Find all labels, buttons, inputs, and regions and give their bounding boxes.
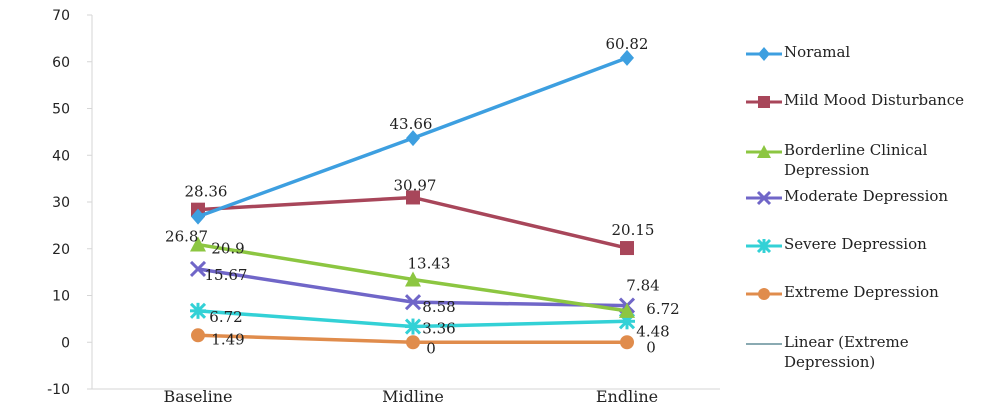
legend-item: Moderate Depression xyxy=(740,176,1000,224)
legend-label: Severe Depression xyxy=(784,235,927,253)
legend-item: Linear (Extreme Depression) xyxy=(740,322,1000,371)
legend-item: Borderline Clinical Depression xyxy=(740,130,1000,179)
data-label: 15.67 xyxy=(205,266,248,284)
data-point-triangle xyxy=(190,236,206,252)
series-line xyxy=(197,195,628,250)
data-point-x xyxy=(756,190,772,206)
data-label: 6.72 xyxy=(646,300,679,318)
data-point-star xyxy=(756,238,772,254)
legend-swatch xyxy=(746,238,782,254)
data-point-triangle xyxy=(405,271,421,287)
legend-swatch xyxy=(746,47,782,61)
data-label: 4.48 xyxy=(636,322,669,340)
y-tick-label: 0 xyxy=(61,335,70,351)
series-severe-depression xyxy=(189,302,636,335)
data-label: 7.84 xyxy=(626,277,659,295)
legend-item: Mild Mood Disturbance xyxy=(740,80,1000,128)
series-borderline-clinical-depression xyxy=(190,236,635,318)
legend-label: Moderate Depression xyxy=(784,187,949,205)
y-tick-label: 10 xyxy=(52,289,70,305)
data-label: 8.58 xyxy=(422,298,455,316)
legend-swatch xyxy=(746,343,782,345)
data-point-square xyxy=(620,241,634,256)
data-label: 43.66 xyxy=(390,115,433,133)
data-label: 20.15 xyxy=(612,221,655,239)
y-tick-label: 40 xyxy=(52,148,70,164)
legend-swatch xyxy=(746,288,782,300)
data-point-diamond xyxy=(406,130,420,147)
data-label: 0 xyxy=(426,339,436,357)
data-label: 28.36 xyxy=(185,183,228,201)
chart-plot-area: 26.87 43.66 60.82 28.36 30.97 20.15 20.9 13.43 6… xyxy=(165,35,680,357)
legend-item: Severe Depression xyxy=(740,224,1000,272)
data-labels: 26.87 43.66 60.82 28.36 30.97 20.15 20.9 13.43 6… xyxy=(165,35,680,357)
y-tick-label: 50 xyxy=(52,102,70,118)
legend-item: Extreme Depression xyxy=(740,272,1000,320)
y-tick-label: 70 xyxy=(52,8,70,24)
chart-axes: -10 0 10 20 30 40 50 60 70 Baseline Midline Endline xyxy=(47,8,720,406)
x-stroke xyxy=(404,294,422,311)
data-point-star xyxy=(404,318,422,335)
data-point-diamond xyxy=(620,49,634,66)
y-tick-label: -10 xyxy=(47,382,70,398)
legend-swatch xyxy=(746,96,782,108)
data-point-diamond xyxy=(191,208,205,225)
data-point-star xyxy=(189,302,207,319)
data-label: 60.82 xyxy=(606,35,649,53)
data-point-x xyxy=(189,260,207,278)
data-point-diamond xyxy=(758,47,770,61)
series-noramal xyxy=(191,49,634,225)
x-tick-label: Baseline xyxy=(164,387,233,406)
data-point-circle xyxy=(191,328,205,343)
y-tick-label: 60 xyxy=(52,55,70,71)
x-stroke xyxy=(189,260,207,278)
data-label: 13.43 xyxy=(408,254,451,272)
legend-item: Noramal xyxy=(740,32,1000,80)
data-point-circle xyxy=(758,288,770,300)
data-point-square xyxy=(758,96,770,108)
data-label: 30.97 xyxy=(394,176,437,194)
data-point-triangle xyxy=(619,302,635,318)
data-label: 3.36 xyxy=(422,320,455,338)
legend-label: Borderline Clinical Depression xyxy=(784,141,928,179)
data-label: 6.72 xyxy=(209,308,242,326)
data-point-circle xyxy=(620,335,634,350)
legend-swatch xyxy=(746,145,782,158)
data-label: 1.49 xyxy=(211,330,244,348)
legend-label: Extreme Depression xyxy=(784,283,939,301)
data-point-triangle xyxy=(757,145,771,158)
series-extreme-depression xyxy=(191,328,634,350)
legend-label: Noramal xyxy=(784,43,851,61)
data-label: 0 xyxy=(646,338,656,356)
x-tick-label: Endline xyxy=(596,387,658,406)
legend-label: Mild Mood Disturbance xyxy=(784,91,964,109)
data-point-x xyxy=(404,294,422,311)
y-tick-label: 20 xyxy=(52,242,70,258)
y-tick-label: 30 xyxy=(52,195,70,211)
x-stroke xyxy=(756,190,772,206)
legend-label: Linear (Extreme Depression) xyxy=(784,333,909,371)
data-label: 20.9 xyxy=(211,240,244,258)
data-label: 26.87 xyxy=(165,228,208,246)
x-tick-label: Midline xyxy=(382,387,444,406)
data-point-circle xyxy=(406,335,420,350)
data-point-square xyxy=(406,190,420,205)
series-mild-mood-disturbance xyxy=(191,190,634,256)
legend-swatch xyxy=(746,190,782,206)
